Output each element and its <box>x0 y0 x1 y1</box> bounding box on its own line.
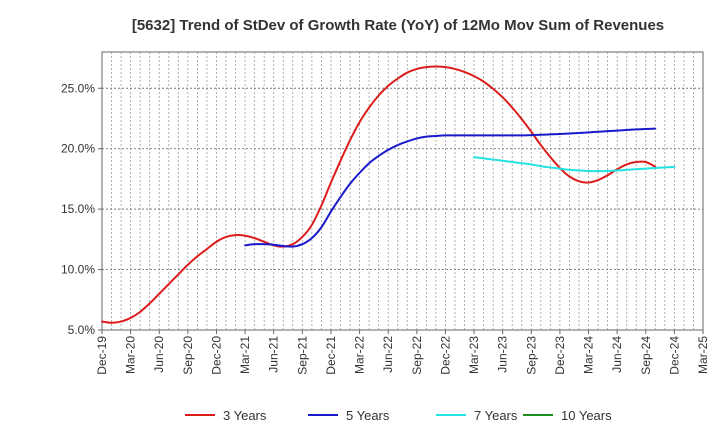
chart-title: [5632] Trend of StDev of Growth Rate (Yo… <box>132 17 664 34</box>
x-tick-label: Mar-21 <box>238 336 252 374</box>
x-tick-label: Mar-23 <box>467 336 481 374</box>
series-layer <box>101 65 676 324</box>
x-tick-label: Jun-23 <box>496 336 510 373</box>
x-tick-label: Sep-22 <box>410 336 424 375</box>
x-tick-label: Sep-23 <box>524 336 538 375</box>
legend-label: 7 Years <box>474 408 518 423</box>
x-tick-label: Mar-24 <box>582 336 596 374</box>
y-tick-label: 25.0% <box>61 81 95 95</box>
y-tick-label: 15.0% <box>61 202 95 216</box>
x-tick-label: Mar-22 <box>353 336 367 374</box>
x-tick-label: Jun-22 <box>381 336 395 373</box>
legend-label: 3 Years <box>223 408 267 423</box>
legend: 3 Years 5 Years 7 Years 10 Years <box>185 408 612 423</box>
x-tick-label: Dec-24 <box>667 336 681 375</box>
legend-label: 10 Years <box>561 408 612 423</box>
plot-area <box>101 51 704 331</box>
x-tick-label: Dec-22 <box>438 336 452 375</box>
x-tick-label: Jun-24 <box>610 336 624 373</box>
series-line-7-years <box>473 156 676 173</box>
x-tick-label: Sep-24 <box>639 336 653 375</box>
x-tick-label: Mar-20 <box>124 336 138 374</box>
x-tick-label: Jun-21 <box>267 336 281 373</box>
x-tick-label: Dec-19 <box>95 336 109 375</box>
series-line-3-years <box>101 65 657 324</box>
y-tick-label: 20.0% <box>61 142 95 156</box>
grid <box>102 52 703 330</box>
legend-label: 5 Years <box>346 408 390 423</box>
x-tick-label: Sep-21 <box>295 336 309 375</box>
y-tick-label: 5.0% <box>68 323 96 337</box>
x-tick-label: Dec-20 <box>209 336 223 375</box>
x-tick-label: Mar-25 <box>696 336 710 374</box>
plot-border <box>101 51 704 331</box>
x-tick-label: Dec-23 <box>553 336 567 375</box>
y-tick-label: 10.0% <box>61 263 95 277</box>
axes: 5.0% 10.0% 15.0% 20.0% 25.0% Dec-19 Mar-20 Jun-… <box>61 81 710 374</box>
x-tick-label: Jun-20 <box>152 336 166 373</box>
x-tick-label: Dec-21 <box>324 336 338 375</box>
series-line-5-years <box>244 127 657 248</box>
x-tick-label: Sep-20 <box>181 336 195 375</box>
